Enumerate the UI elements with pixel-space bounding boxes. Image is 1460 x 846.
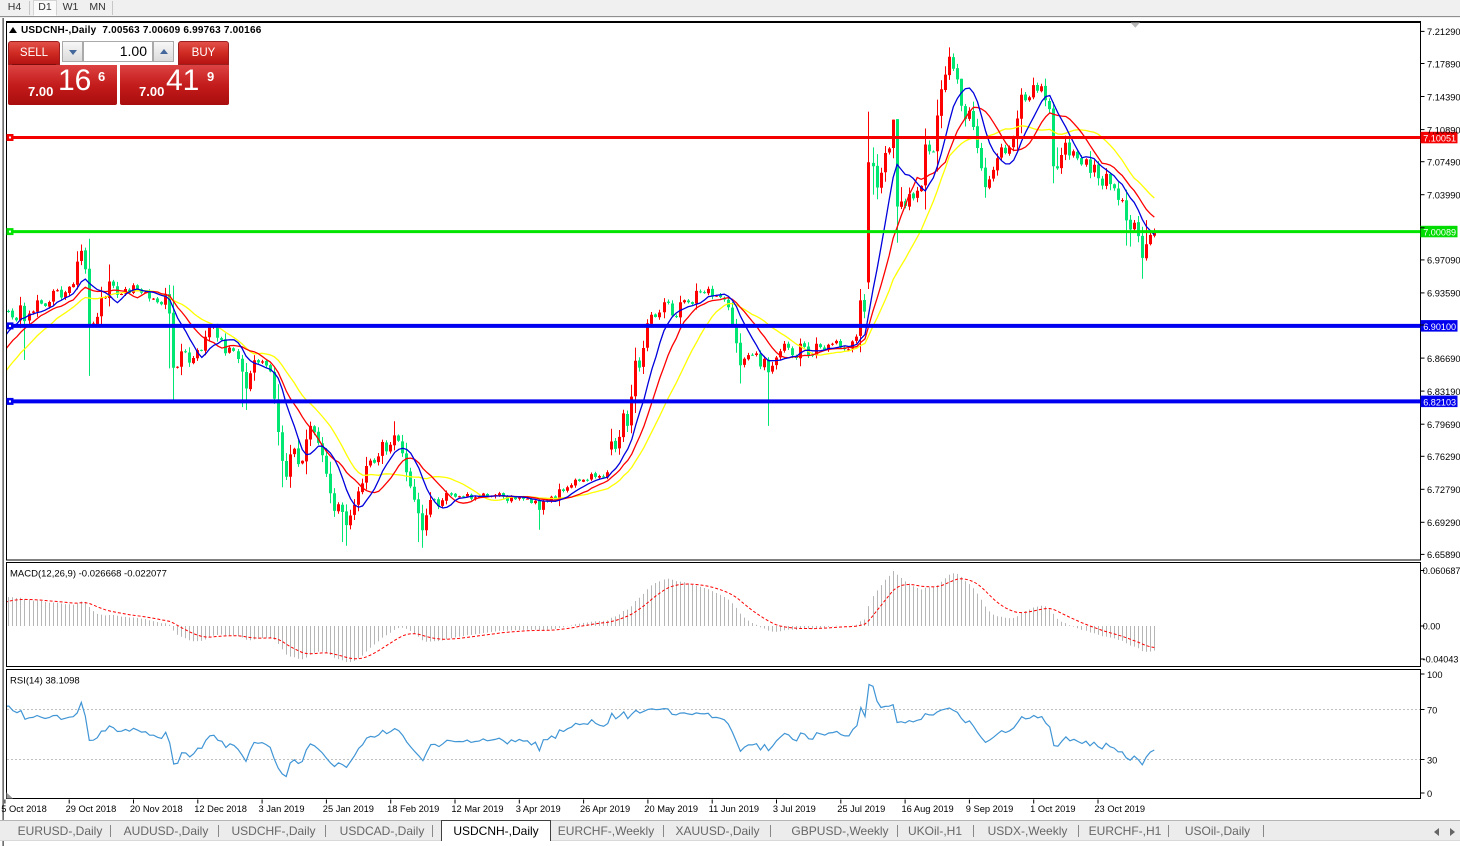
svg-text:6.76290: 6.76290 xyxy=(1427,452,1460,462)
svg-text:-0.04043: -0.04043 xyxy=(1423,655,1459,665)
svg-text:6.82103: 6.82103 xyxy=(1423,397,1456,407)
svg-text:6.72790: 6.72790 xyxy=(1427,485,1460,495)
svg-text:6.90100: 6.90100 xyxy=(1423,322,1456,332)
svg-text:9 Sep 2019: 9 Sep 2019 xyxy=(966,804,1014,814)
svg-text:6.93590: 6.93590 xyxy=(1427,289,1460,299)
svg-text:25 Jan 2019: 25 Jan 2019 xyxy=(323,804,374,814)
svg-text:20 Nov 2018: 20 Nov 2018 xyxy=(130,804,183,814)
svg-text:7.00089: 7.00089 xyxy=(1423,228,1456,238)
svg-text:18 Feb 2019: 18 Feb 2019 xyxy=(387,804,439,814)
svg-text:MACD(12,26,9) -0.026668 -0.022: MACD(12,26,9) -0.026668 -0.022077 xyxy=(10,569,167,580)
svg-text:6.83190: 6.83190 xyxy=(1427,387,1460,397)
svg-text:7.10051: 7.10051 xyxy=(1423,134,1456,144)
svg-text:12 Mar 2019: 12 Mar 2019 xyxy=(451,804,503,814)
svg-text:0.00: 0.00 xyxy=(1423,622,1441,632)
svg-text:6.86690: 6.86690 xyxy=(1427,354,1460,364)
svg-text:12 Dec 2018: 12 Dec 2018 xyxy=(194,804,247,814)
svg-text:26 Apr 2019: 26 Apr 2019 xyxy=(580,804,630,814)
svg-text:70: 70 xyxy=(1427,705,1437,715)
svg-text:7.21290: 7.21290 xyxy=(1427,27,1460,37)
svg-text:7.03990: 7.03990 xyxy=(1427,191,1460,201)
svg-text:6.65890: 6.65890 xyxy=(1427,550,1460,560)
svg-text:3 Jan 2019: 3 Jan 2019 xyxy=(259,804,305,814)
svg-text:29 Oct 2018: 29 Oct 2018 xyxy=(66,804,117,814)
svg-text:6.97090: 6.97090 xyxy=(1427,256,1460,266)
svg-text:20 May 2019: 20 May 2019 xyxy=(644,804,698,814)
svg-text:0: 0 xyxy=(1427,789,1432,799)
svg-text:RSI(14) 38.1098: RSI(14) 38.1098 xyxy=(10,676,80,687)
svg-text:5 Oct 2018: 5 Oct 2018 xyxy=(1,804,46,814)
svg-text:0.060687: 0.060687 xyxy=(1423,566,1460,576)
svg-text:11 Jun 2019: 11 Jun 2019 xyxy=(709,804,760,814)
svg-text:16 Aug 2019: 16 Aug 2019 xyxy=(902,804,954,814)
svg-text:25 Jul 2019: 25 Jul 2019 xyxy=(837,804,885,814)
svg-text:23 Oct 2019: 23 Oct 2019 xyxy=(1094,804,1145,814)
svg-text:30: 30 xyxy=(1427,755,1437,765)
svg-text:6.79690: 6.79690 xyxy=(1427,420,1460,430)
svg-text:3 Jul 2019: 3 Jul 2019 xyxy=(773,804,816,814)
svg-text:3 Apr 2019: 3 Apr 2019 xyxy=(516,804,561,814)
svg-text:7.17890: 7.17890 xyxy=(1427,59,1460,69)
svg-text:100: 100 xyxy=(1427,670,1443,680)
svg-text:7.14390: 7.14390 xyxy=(1427,92,1460,102)
svg-text:6.69290: 6.69290 xyxy=(1427,518,1460,528)
svg-text:1 Oct 2019: 1 Oct 2019 xyxy=(1030,804,1075,814)
svg-text:7.07490: 7.07490 xyxy=(1427,158,1460,168)
svg-text:7.10890: 7.10890 xyxy=(1427,125,1460,135)
